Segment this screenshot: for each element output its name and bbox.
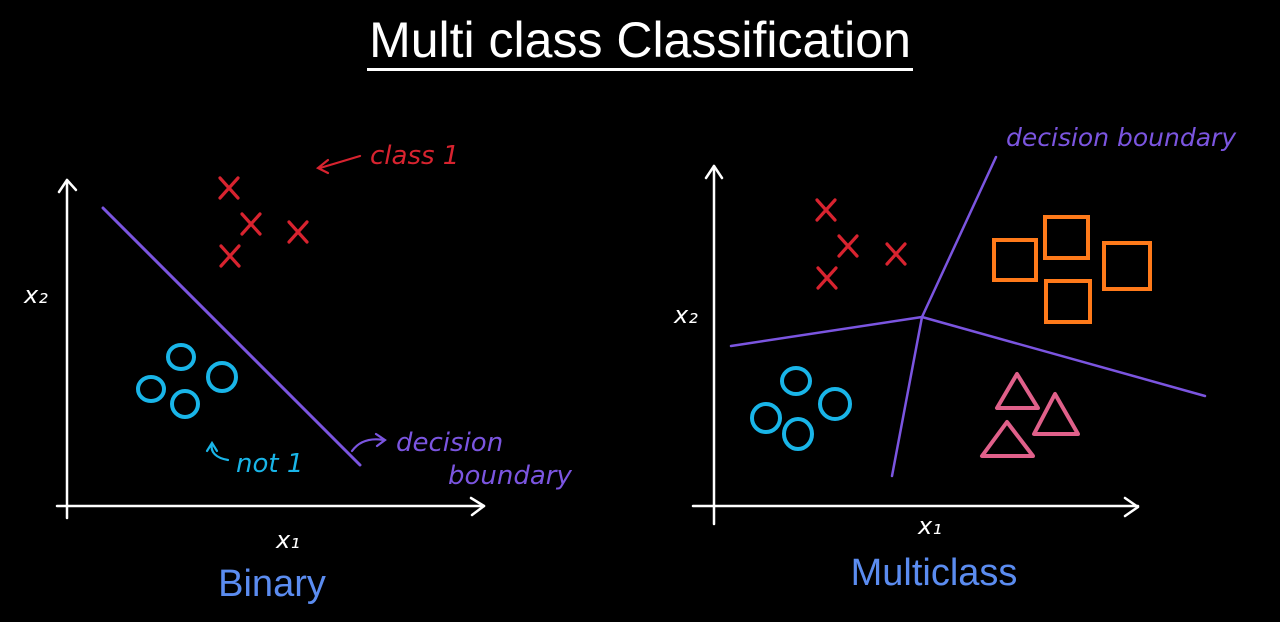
multiclass-y-arrowhead — [704, 164, 724, 180]
not-1-label: not 1 — [236, 449, 303, 479]
binary-caption: Binary — [218, 563, 326, 605]
triangle-point — [995, 372, 1040, 410]
binary-circles — [136, 343, 238, 419]
multiclass-caption: Multiclass — [851, 552, 1018, 594]
class-1-arrow — [315, 154, 362, 175]
boundary-segment-top — [920, 155, 998, 319]
multiclass-x-mark — [837, 234, 859, 258]
multiclass-boundary-label: decision boundary — [1006, 123, 1237, 152]
binary-boundary-arrow — [350, 432, 387, 453]
boundary-segment-left — [729, 315, 924, 348]
square-point — [1044, 279, 1092, 324]
multiclass-y-axis-label: x₂ — [673, 301, 698, 329]
multiclass-axes — [691, 164, 1140, 526]
binary-x-mark — [218, 176, 240, 200]
binary-y-arrowhead — [57, 178, 78, 194]
binary-boundary-label-line1: decision — [396, 428, 503, 458]
multiclass-circles — [750, 366, 852, 451]
multiclass-squares — [992, 215, 1152, 324]
binary-x-mark — [219, 244, 241, 268]
binary-x-arrowhead — [469, 496, 486, 517]
binary-circle-point — [136, 375, 166, 403]
binary-x-mark — [287, 220, 309, 244]
multiclass-triangles — [980, 372, 1080, 458]
binary-decision-boundary — [101, 206, 362, 467]
multiclass-circle-point — [818, 387, 852, 421]
binary-axes — [55, 178, 486, 520]
page-title-text: Multi class Classification — [367, 12, 913, 71]
binary-circle-point — [206, 361, 238, 393]
triangle-point — [1032, 392, 1080, 436]
triangle-point — [980, 420, 1035, 458]
square-point — [992, 238, 1038, 282]
binary-panel: x₂ x₁ class 1 not 1 — [23, 141, 572, 605]
square-point — [1043, 215, 1090, 260]
multiclass-x-mark — [885, 242, 907, 266]
multiclass-x-mark — [815, 198, 837, 222]
multiclass-circle-point — [782, 417, 814, 451]
multiclass-x-marks — [815, 198, 907, 290]
binary-class-x-marks — [218, 176, 309, 268]
multiclass-circle-point — [780, 366, 812, 396]
binary-circle-point — [166, 343, 196, 371]
multiclass-x-mark — [816, 266, 838, 290]
boundary-segment-right — [920, 315, 1207, 398]
multiclass-decision-boundaries — [729, 155, 1207, 478]
binary-circle-point — [170, 389, 200, 419]
multiclass-x-arrowhead — [1123, 496, 1140, 518]
square-point — [1102, 241, 1152, 291]
multiclass-x-axis-label: x₁ — [917, 512, 942, 540]
multiclass-panel: x₂ x₁ — [673, 123, 1237, 594]
binary-x-mark — [240, 212, 262, 236]
binary-y-axis-label: x₂ — [23, 281, 48, 309]
binary-x-axis-label: x₁ — [275, 526, 300, 554]
not-1-arrow — [205, 440, 230, 462]
multiclass-circle-point — [750, 402, 782, 434]
page-title: Multi class Classification — [0, 10, 1280, 71]
class-1-label: class 1 — [370, 141, 459, 171]
boundary-segment-bottom — [890, 315, 924, 478]
binary-boundary-label-line2: boundary — [448, 461, 572, 491]
